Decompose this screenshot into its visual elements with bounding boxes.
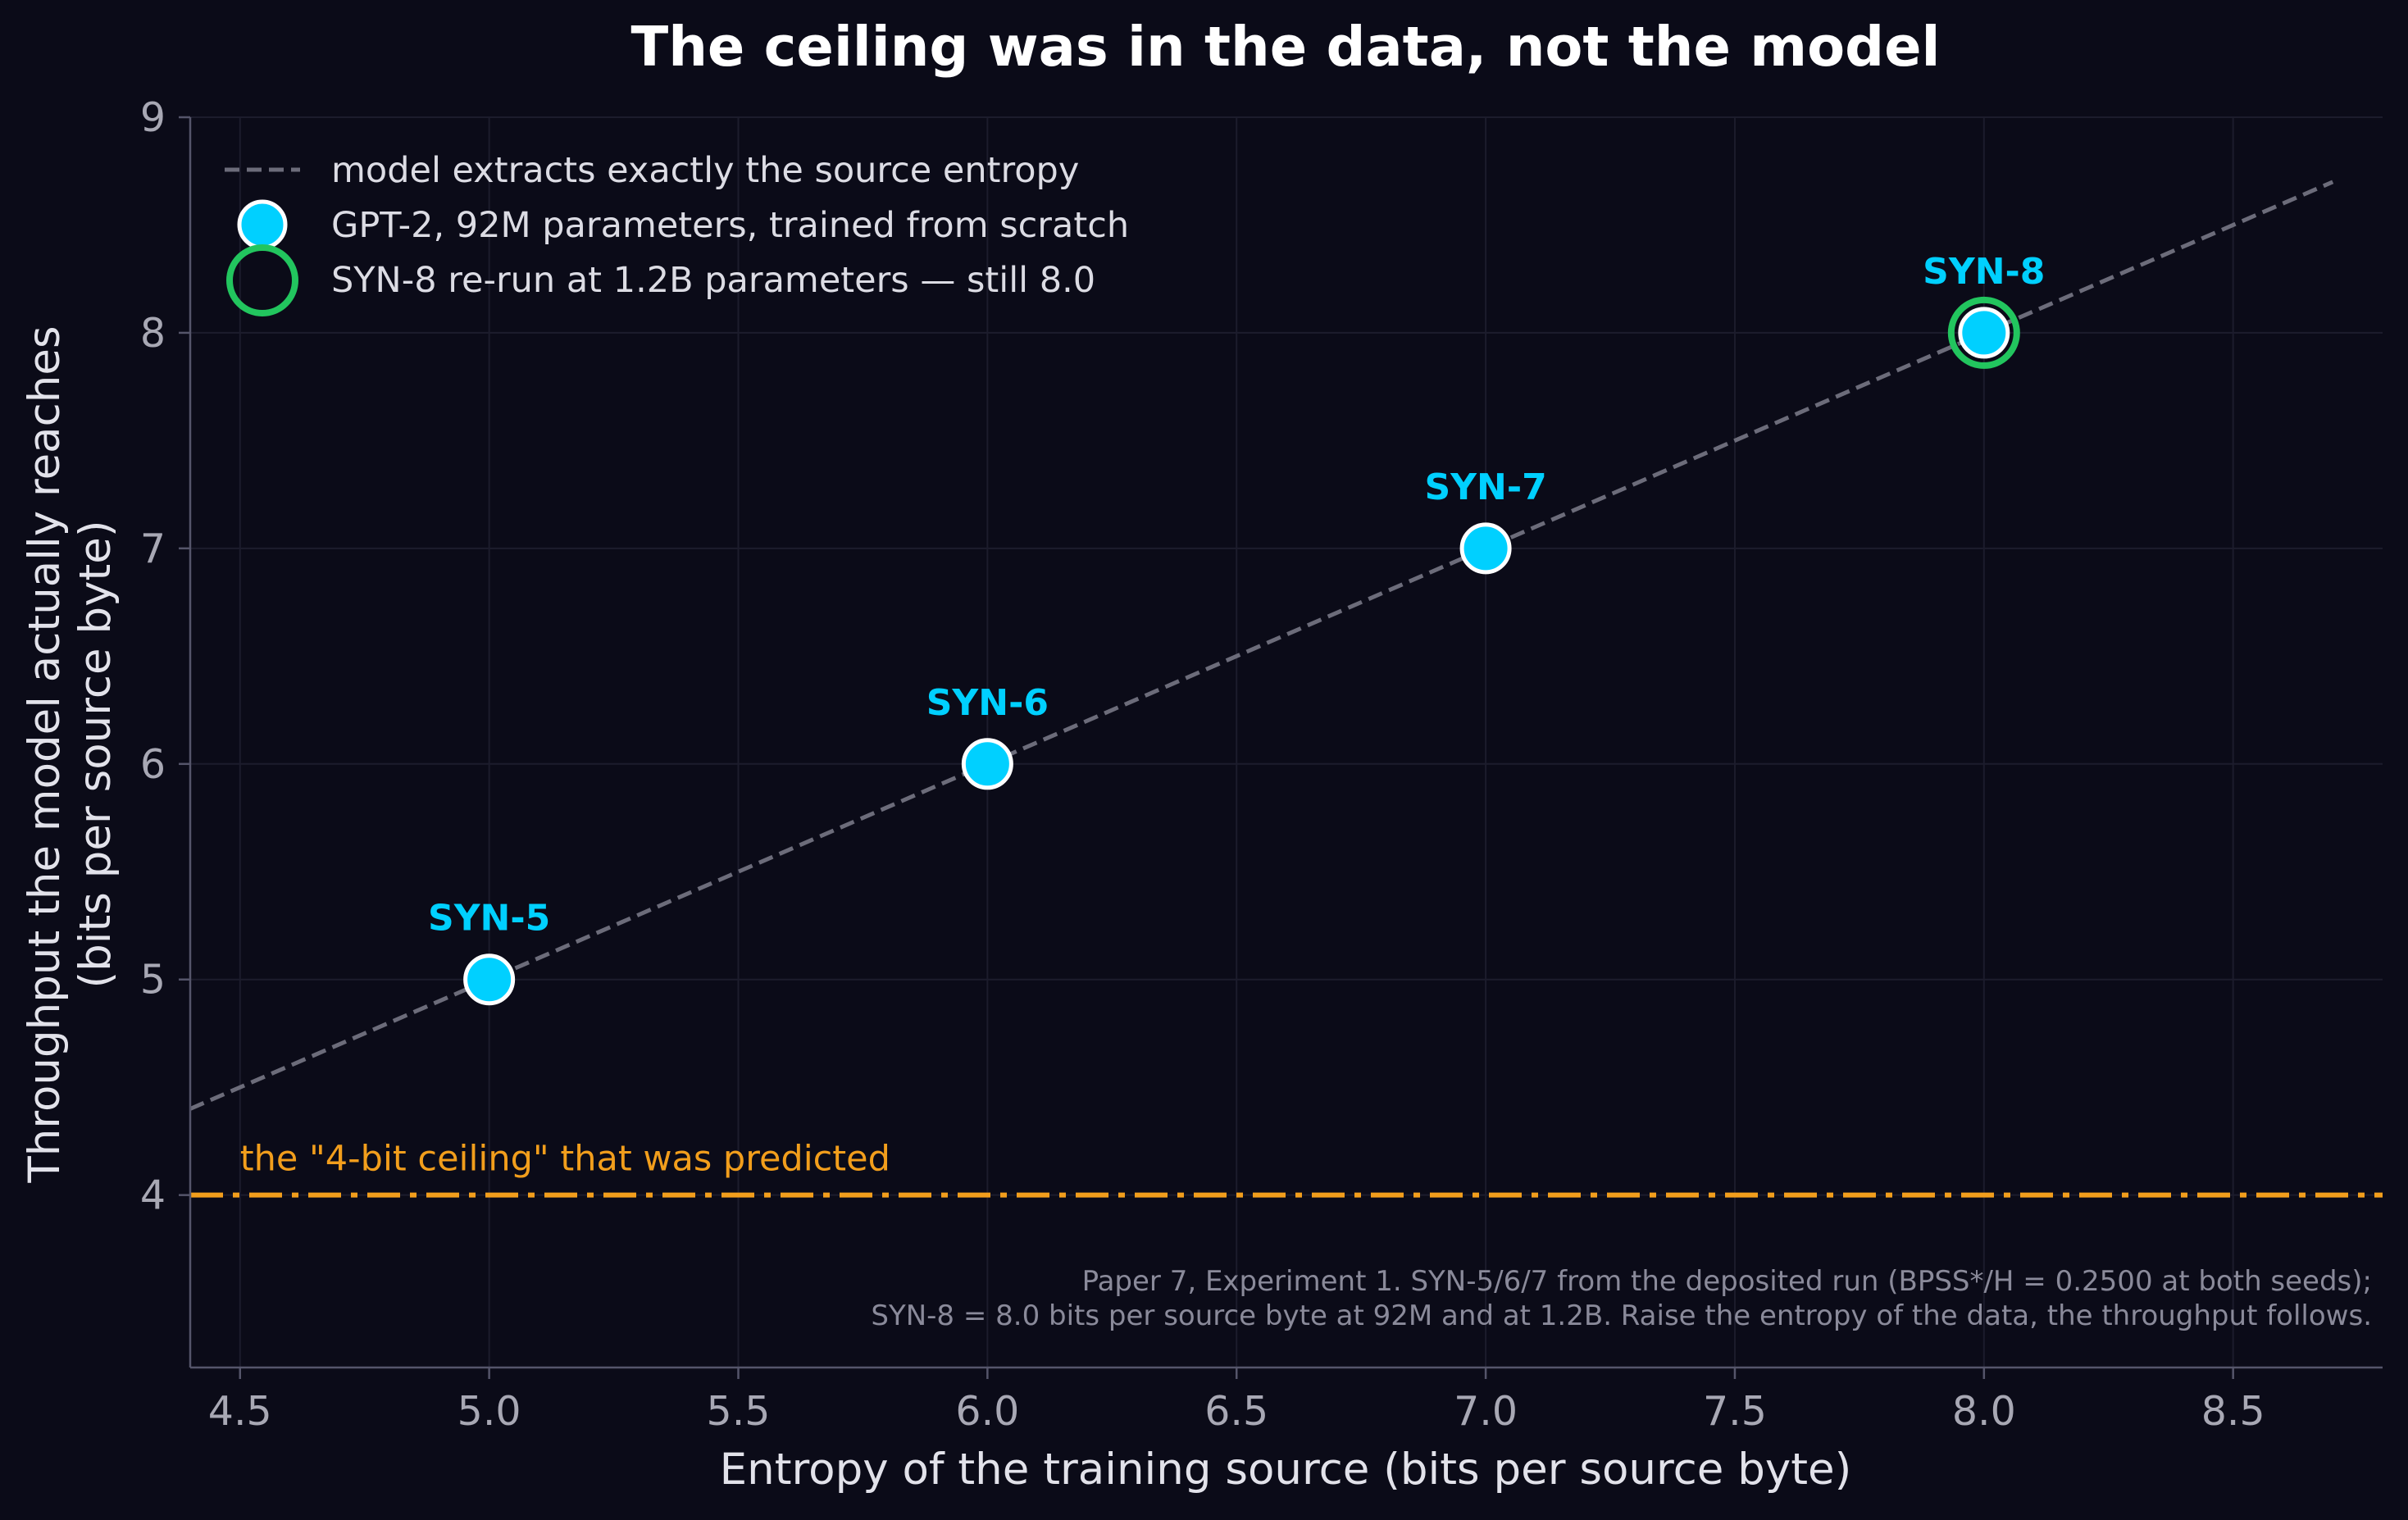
axes: [179, 116, 2383, 1379]
legend-label-gpt2: GPT-2, 92M parameters, trained from scra…: [331, 205, 1129, 246]
x-tick-label-7: 8.0: [1952, 1388, 2016, 1435]
x-tick-label-4: 6.5: [1204, 1388, 1268, 1435]
ceiling-reference: the "4-bit ceiling" that was predicted: [190, 1139, 2383, 1198]
y-tick-label-5: 9: [140, 94, 166, 141]
legend-point-swatch: [237, 199, 288, 250]
legend-label-identity: model extracts exactly the source entrop…: [331, 150, 1079, 191]
x-tick-label-0: 4.5: [208, 1388, 272, 1435]
y-tick-label-0: 4: [140, 1172, 166, 1219]
footnote-line-1: Paper 7, Experiment 1. SYN-5/6/7 from th…: [1082, 1265, 2372, 1298]
y-tick-label-4: 8: [140, 310, 166, 357]
point-label-syn-7: SYN-7: [1424, 466, 1546, 508]
legend-label-rerun: SYN-8 re-run at 1.2B parameters — still …: [331, 260, 1095, 301]
point-label-syn-6: SYN-6: [926, 682, 1049, 724]
chart-title: The ceiling was in the data, not the mod…: [631, 15, 1941, 79]
y-tick-label-3: 7: [140, 526, 166, 572]
identity-dashed-line: [189, 180, 2334, 1111]
x-tick-label-2: 5.5: [707, 1388, 771, 1435]
tick-labels: 4.5 5.0 5.5 6.0 6.5 7.0 7.5 8.0 8.5 4 5 6 7 8 9: [140, 94, 2265, 1435]
ceiling-label: the "4-bit ceiling" that was predicted: [240, 1139, 890, 1180]
y-axis-label-line-2: (bits per source byte): [71, 520, 121, 988]
x-tick-label-3: 6.0: [955, 1388, 1019, 1435]
y-axis-label: Throughput the model actually reaches (b…: [20, 325, 121, 1183]
identity-line-layer: [189, 180, 2334, 1111]
point-label-syn-8: SYN-8: [1923, 251, 2045, 293]
point-syn-7: [1459, 522, 1512, 575]
point-syn-5: [463, 953, 516, 1006]
y-axis-label-line-1: Throughput the model actually reaches: [20, 325, 70, 1183]
point-syn-6: [961, 738, 1013, 790]
x-tick-label-6: 7.5: [1703, 1388, 1767, 1435]
x-axis-label: Entropy of the training source (bits per…: [720, 1445, 1852, 1495]
rerun-ring-0: [1947, 296, 2020, 369]
x-tick-label-1: 5.0: [457, 1388, 521, 1435]
legend: model extracts exactly the source entrop…: [225, 150, 1129, 316]
y-tick-label-1: 5: [140, 957, 166, 1003]
legend-ring-swatch: [226, 244, 298, 316]
point-syn-8: [1958, 307, 2010, 359]
x-tick-label-8: 8.5: [2201, 1388, 2265, 1435]
point-label-syn-5: SYN-5: [428, 898, 550, 940]
data-points: SYN-5 SYN-6 SYN-7 SYN-8: [428, 251, 2045, 1006]
x-tick-label-5: 7.0: [1454, 1388, 1518, 1435]
y-tick-label-2: 6: [140, 741, 166, 788]
footnote-line-2: SYN-8 = 8.0 bits per source byte at 92M …: [871, 1299, 2372, 1332]
